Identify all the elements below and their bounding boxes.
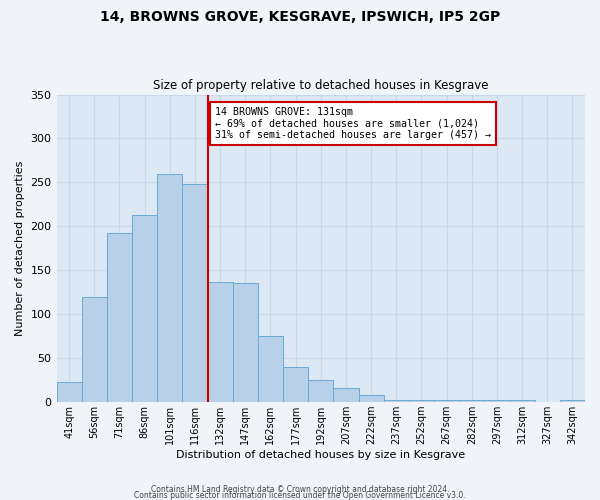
Bar <box>308 380 334 402</box>
Bar <box>409 400 434 402</box>
Title: Size of property relative to detached houses in Kesgrave: Size of property relative to detached ho… <box>153 79 488 92</box>
Bar <box>56 382 82 402</box>
Bar <box>258 336 283 402</box>
X-axis label: Distribution of detached houses by size in Kesgrave: Distribution of detached houses by size … <box>176 450 466 460</box>
Bar <box>132 215 157 402</box>
Text: Contains public sector information licensed under the Open Government Licence v3: Contains public sector information licen… <box>134 490 466 500</box>
Bar <box>560 400 585 402</box>
Bar <box>208 282 233 402</box>
Bar <box>283 367 308 402</box>
Text: 14, BROWNS GROVE, KESGRAVE, IPSWICH, IP5 2GP: 14, BROWNS GROVE, KESGRAVE, IPSWICH, IP5… <box>100 10 500 24</box>
Bar <box>359 395 383 402</box>
Bar <box>233 282 258 402</box>
Bar <box>383 400 409 402</box>
Bar <box>107 234 132 402</box>
Bar <box>459 400 484 402</box>
Bar <box>509 400 535 402</box>
Bar <box>484 400 509 402</box>
Bar <box>82 296 107 402</box>
Text: 14 BROWNS GROVE: 131sqm
← 69% of detached houses are smaller (1,024)
31% of semi: 14 BROWNS GROVE: 131sqm ← 69% of detache… <box>215 107 491 140</box>
Bar <box>182 184 208 402</box>
Bar <box>334 388 359 402</box>
Bar <box>434 400 459 402</box>
Bar <box>157 174 182 402</box>
Y-axis label: Number of detached properties: Number of detached properties <box>15 160 25 336</box>
Text: Contains HM Land Registry data © Crown copyright and database right 2024.: Contains HM Land Registry data © Crown c… <box>151 484 449 494</box>
